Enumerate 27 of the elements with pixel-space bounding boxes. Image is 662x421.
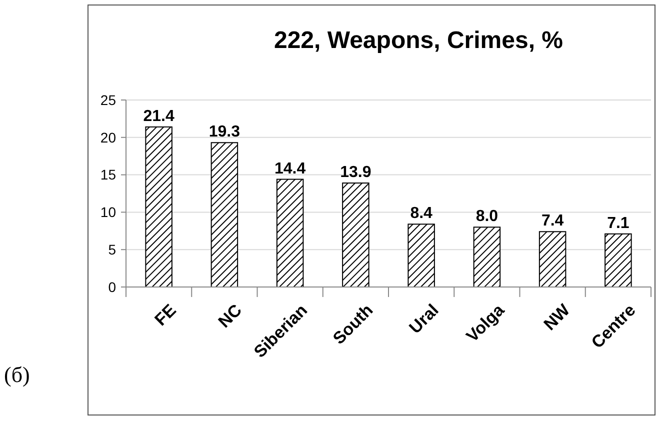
bar	[145, 126, 172, 288]
x-tick-label: FE	[151, 300, 180, 330]
y-tick-label: 25	[100, 92, 116, 108]
chart-title: 222, Weapons, Crimes, %	[274, 27, 564, 54]
y-tick-label: 0	[108, 278, 116, 295]
bar	[473, 226, 501, 288]
y-tick-label: 10	[100, 204, 116, 220]
bar	[210, 142, 238, 288]
text: (б)	[4, 362, 30, 387]
bar	[538, 231, 566, 288]
bar	[342, 182, 370, 288]
data-label: 19.3	[208, 124, 240, 141]
bar	[408, 224, 435, 288]
y-tick-label: 15	[100, 166, 116, 183]
data-label: 8.0	[476, 208, 498, 226]
data-label: 7.1	[607, 214, 630, 232]
x-tick-label: NW	[540, 300, 574, 334]
data-label: 21.4	[143, 108, 174, 125]
y-tick-label: 20	[100, 129, 116, 146]
data-label: 7.4	[541, 212, 564, 230]
data-label: 8.4	[410, 205, 433, 222]
y-tick-label: 5	[108, 242, 116, 258]
data-label: 13.9	[340, 164, 372, 182]
bar	[604, 233, 632, 288]
x-tick-label: NC	[214, 300, 246, 332]
bar	[276, 178, 304, 288]
data-label: 14.4	[274, 160, 306, 178]
